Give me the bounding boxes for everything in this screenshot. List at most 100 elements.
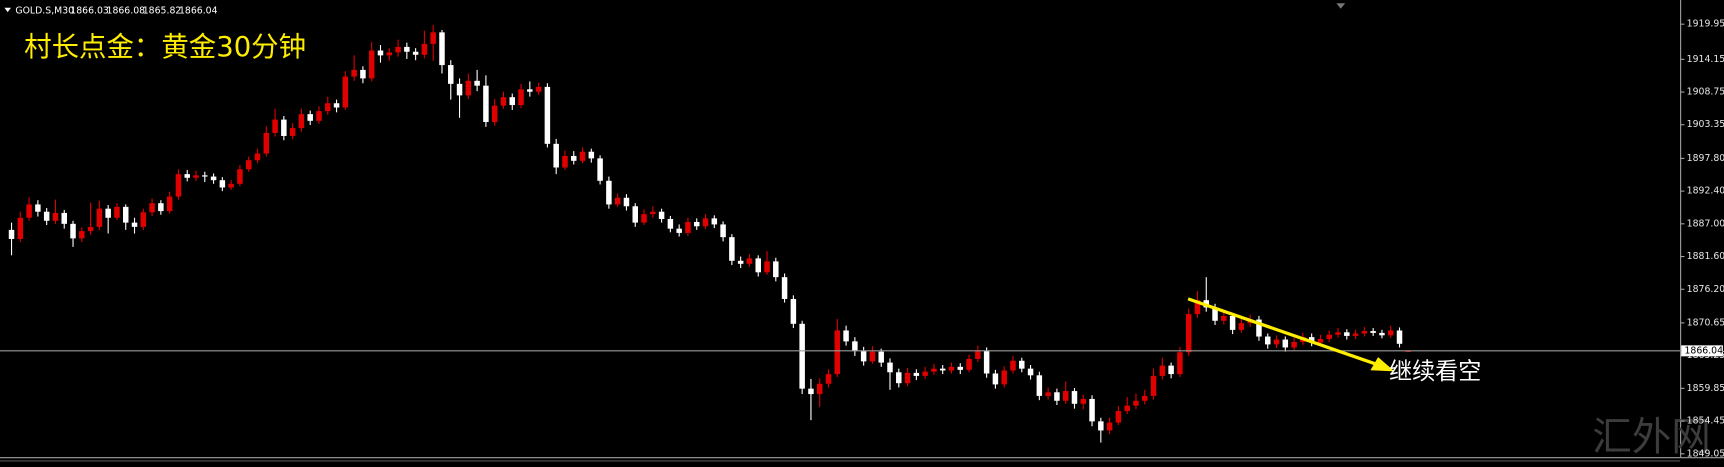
candle-body [483,85,489,123]
candle-body [1335,332,1341,335]
candle-body [1344,332,1350,336]
candle-body [245,160,252,170]
y-tick-label: 1887.00 [1687,218,1724,229]
candle-body [228,183,234,188]
candle-body [632,206,638,223]
candle-body [333,103,340,108]
candle-body [1212,307,1218,321]
candle-body [368,50,375,79]
y-tick-label: 1849.05 [1687,448,1724,459]
candle-body [131,222,138,227]
candle-body [693,222,700,227]
candle-body [1001,370,1007,385]
candle-body [667,218,674,229]
candle-body [289,128,296,136]
candle-body [606,180,612,205]
candle-body [114,206,120,218]
candle-body [658,211,665,219]
candle-body [193,175,199,178]
candle-body [641,214,647,223]
candle-body [799,323,805,389]
candle-body [87,226,94,232]
candle-body [571,155,577,161]
candle-body [404,46,410,52]
candle-body [1264,336,1271,345]
candle-body [816,383,823,395]
y-tick-label: 1903.35 [1687,119,1724,130]
candle-body [597,158,603,181]
candle-body [887,362,893,373]
candle-body [1282,339,1289,348]
candle-body [966,358,972,370]
candle-body [105,208,111,218]
candle-body [1221,315,1227,321]
candle-body [307,114,313,121]
candle-body [1238,323,1245,330]
menu-triangle[interactable] [4,7,11,13]
candle-body [1291,341,1297,348]
candle-body [623,197,630,207]
candle-body [325,103,331,112]
candle-body [1010,360,1016,371]
candle-body [79,231,85,239]
y-tick-label: 1897.80 [1687,153,1724,164]
candle-body [1115,411,1122,423]
candle-body [535,86,542,92]
candle-body [860,351,867,362]
y-tick-label: 1914.15 [1687,54,1724,65]
plot: 1919.95 1914.15 1908.75 1903.35 1897.80 1892.… [0,19,1724,459]
candle-body [202,175,208,177]
candle-body [184,174,190,178]
candle-body [852,341,858,352]
candle-body [746,258,753,264]
candle-body [122,206,129,223]
candle-body [869,351,876,362]
candle-body [175,174,182,197]
candle-body [781,277,788,299]
candle-body [553,143,559,168]
candle-body [808,388,814,395]
candle-body [1370,331,1376,333]
trend-arrow-line [1187,297,1376,366]
candle-body [263,132,270,154]
candle-body [166,196,173,212]
candle-body [421,43,428,55]
candle-body [140,212,147,227]
y-tick-label: 1876.20 [1687,284,1724,295]
candle-body [1045,392,1051,396]
y-tick-label: 1908.75 [1687,87,1724,98]
y-tick-label: 1859.85 [1687,383,1724,394]
candle-body [562,155,568,168]
candle-body [386,52,393,56]
candle-body [614,197,621,205]
candle-body [219,180,226,188]
candle-body [70,223,76,239]
symbol-title: GOLD.S,M30 [15,5,74,16]
candle-body [1185,314,1192,353]
candle-body [764,261,770,273]
candle-body [465,80,472,96]
candle-body [825,374,832,384]
candle-body [1177,352,1183,375]
candle-body [96,208,103,227]
candle-body [351,69,357,77]
candle-body [1273,339,1280,345]
candle-body [1133,400,1139,406]
candle-body [1229,315,1236,330]
candle-body [1308,337,1315,343]
candle-body [149,203,155,213]
candle-body [52,212,59,221]
candle-body [527,89,533,92]
candle-body [430,32,436,44]
candle-body [491,105,498,123]
annotation: 继续看空 [1389,359,1481,385]
candle-body [1396,330,1403,344]
candle-body [237,169,243,184]
candle-body [1098,421,1104,431]
candle-body [1062,391,1069,401]
candle-body [843,330,849,342]
headline: 村长点金：黄金30分钟 [24,32,306,63]
candle-body [26,204,32,218]
